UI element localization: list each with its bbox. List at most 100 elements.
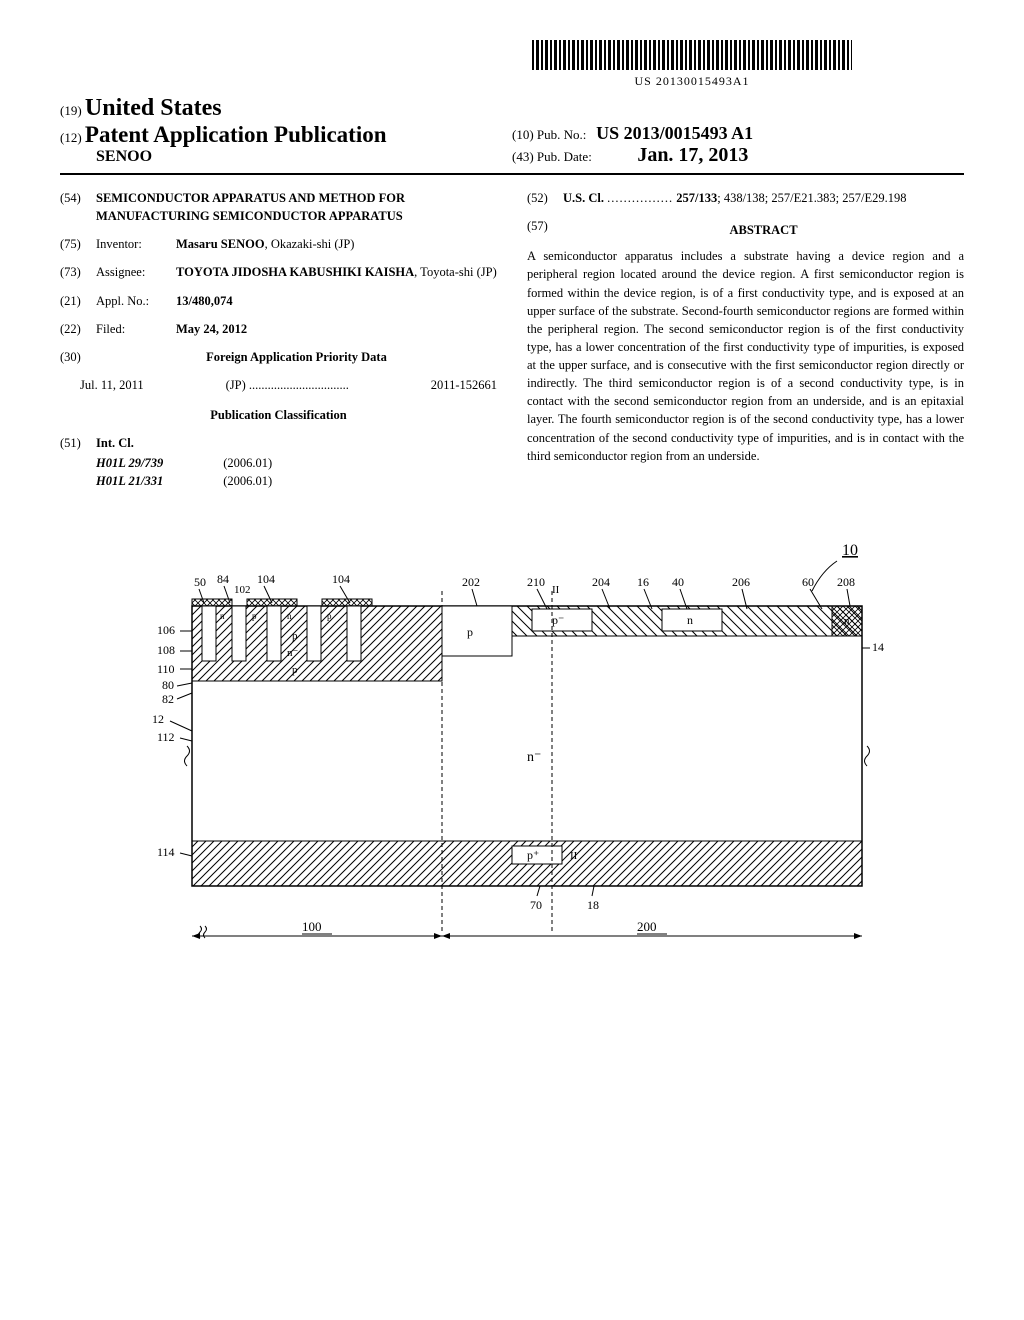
uscl-num: (52) bbox=[527, 189, 563, 207]
pub-type: Patent Application Publication bbox=[85, 122, 387, 147]
applno-num: (21) bbox=[60, 292, 96, 310]
svg-text:p: p bbox=[292, 664, 298, 676]
inventor-row: (75) Inventor: Masaru SENOO, Okazaki-shi… bbox=[60, 235, 497, 253]
assignee-name: TOYOTA JIDOSHA KABUSHIKI KAISHA bbox=[176, 265, 414, 279]
uscl-row: (52) U.S. Cl. ................ 257/133; … bbox=[527, 189, 964, 207]
body-columns: (54) SEMICONDUCTOR APPARATUS AND METHOD … bbox=[60, 189, 964, 491]
intcl-label: Int. Cl. bbox=[96, 434, 497, 452]
fig-label-12: 12 bbox=[152, 712, 164, 726]
intcl-2: H01L 21/331(2006.01) bbox=[60, 472, 497, 490]
fig-label-84: 84 bbox=[217, 572, 229, 586]
svg-text:n: n bbox=[220, 611, 225, 621]
abstract-text: A semiconductor apparatus includes a sub… bbox=[527, 247, 964, 465]
foreign-date: Jul. 11, 2011 bbox=[80, 376, 144, 394]
fig-label-40: 40 bbox=[672, 575, 684, 589]
svg-text:n⁻: n⁻ bbox=[527, 750, 541, 765]
country-num: (19) bbox=[60, 103, 82, 118]
fig-label-114: 114 bbox=[157, 845, 175, 859]
assignee-label: Assignee: bbox=[96, 263, 176, 281]
intcl1-ver: (2006.01) bbox=[223, 456, 272, 470]
pubdate-num: (43) bbox=[512, 149, 534, 164]
applno-row: (21) Appl. No.: 13/480,074 bbox=[60, 292, 497, 310]
foreign-dots: ................................ bbox=[249, 378, 349, 392]
uscl-rest: ; 438/138; 257/E21.383; 257/E29.198 bbox=[717, 191, 906, 205]
fig-label-108: 108 bbox=[157, 643, 175, 657]
title-num: (54) bbox=[60, 189, 96, 225]
intcl-num: (51) bbox=[60, 434, 96, 452]
inventor-loc: , Okazaki-shi (JP) bbox=[265, 237, 355, 251]
filed-val: May 24, 2012 bbox=[176, 320, 497, 338]
fig-label-60: 60 bbox=[802, 575, 814, 589]
assignee-num: (73) bbox=[60, 263, 96, 281]
uscl-label: U.S. Cl. bbox=[563, 191, 604, 205]
country-name: United States bbox=[85, 95, 222, 121]
fig-dim-200: 200 bbox=[637, 919, 657, 934]
left-column: (54) SEMICONDUCTOR APPARATUS AND METHOD … bbox=[60, 189, 497, 491]
header-divider bbox=[60, 173, 964, 175]
svg-text:p: p bbox=[467, 625, 473, 639]
uscl-main: 257/133 bbox=[676, 191, 717, 205]
svg-text:p: p bbox=[252, 611, 257, 621]
filed-num: (22) bbox=[60, 320, 96, 338]
pub-date: Jan. 17, 2013 bbox=[637, 144, 748, 166]
fig-dim-100: 100 bbox=[302, 919, 322, 934]
fig-label-208: 208 bbox=[837, 575, 855, 589]
header-right: (10) Pub. No.: US 2013/0015493 A1 (43) P… bbox=[512, 95, 964, 167]
svg-text:n: n bbox=[687, 613, 693, 627]
fig-label-202: 202 bbox=[462, 575, 480, 589]
pubdate-label: Pub. Date: bbox=[537, 149, 592, 164]
fig-label-II: II bbox=[552, 584, 560, 596]
applno-label: Appl. No.: bbox=[96, 292, 176, 310]
author-name: SENOO bbox=[60, 148, 512, 166]
svg-text:p: p bbox=[327, 611, 332, 621]
foreign-num: (30) bbox=[60, 348, 96, 366]
fig-label-110: 110 bbox=[157, 662, 175, 676]
svg-text:p⁻: p⁻ bbox=[552, 613, 564, 627]
abstract-label: ABSTRACT bbox=[563, 221, 964, 239]
fig-label-14: 14 bbox=[872, 640, 884, 654]
svg-text:n⁻: n⁻ bbox=[287, 647, 299, 659]
assignee-row: (73) Assignee: TOYOTA JIDOSHA KABUSHIKI … bbox=[60, 263, 497, 281]
foreign-data-row: Jul. 11, 2011 (JP) .....................… bbox=[60, 376, 497, 394]
pubclass-label: Publication Classification bbox=[60, 406, 497, 424]
fig-label-106: 106 bbox=[157, 623, 175, 637]
foreign-no: 2011-152661 bbox=[431, 376, 497, 394]
uscl-dots: ................ bbox=[607, 191, 673, 205]
intcl-row: (51) Int. Cl. bbox=[60, 434, 497, 452]
abstract-num: (57) bbox=[527, 217, 563, 247]
fig-label-104b: 104 bbox=[332, 572, 350, 586]
inventor-label: Inventor: bbox=[96, 235, 176, 253]
fig-label-80: 80 bbox=[162, 678, 174, 692]
fig-label-112: 112 bbox=[157, 730, 175, 744]
title-row: (54) SEMICONDUCTOR APPARATUS AND METHOD … bbox=[60, 189, 497, 225]
foreign-label: Foreign Application Priority Data bbox=[96, 348, 497, 366]
applno-val: 13/480,074 bbox=[176, 292, 497, 310]
fig-label-210: 210 bbox=[527, 575, 545, 589]
header: (19) United States (12) Patent Applicati… bbox=[60, 95, 964, 167]
svg-text:p⁺: p⁺ bbox=[527, 848, 539, 862]
foreign-country: (JP) bbox=[226, 378, 246, 392]
fig-label-16: 16 bbox=[637, 575, 649, 589]
barcode bbox=[532, 40, 852, 70]
barcode-number: US 20130015493A1 bbox=[420, 74, 964, 89]
fig-ref-10: 10 bbox=[842, 542, 858, 559]
fig-label-50: 50 bbox=[194, 575, 206, 589]
fig-bottom-II: II bbox=[570, 850, 578, 862]
fig-label-70: 70 bbox=[530, 898, 542, 912]
header-left: (19) United States (12) Patent Applicati… bbox=[60, 95, 512, 166]
right-column: (52) U.S. Cl. ................ 257/133; … bbox=[527, 189, 964, 491]
fig-label-204: 204 bbox=[592, 575, 610, 589]
svg-text:n: n bbox=[287, 611, 292, 621]
intcl1-code: H01L 29/739 bbox=[96, 456, 163, 470]
fig-label-82: 82 bbox=[162, 692, 174, 706]
svg-text:n: n bbox=[844, 615, 850, 627]
inventor-name: Masaru SENOO bbox=[176, 237, 265, 251]
pubno-label: Pub. No.: bbox=[537, 127, 586, 142]
inventor-num: (75) bbox=[60, 235, 96, 253]
pub-no: US 2013/0015493 A1 bbox=[596, 123, 753, 143]
title-text: SEMICONDUCTOR APPARATUS AND METHOD FOR M… bbox=[96, 189, 497, 225]
filed-label: Filed: bbox=[96, 320, 176, 338]
fig-label-18: 18 bbox=[587, 898, 599, 912]
patent-figure: 10 n p n p p n⁻ p p p⁻ n bbox=[132, 531, 892, 951]
fig-label-102: 102 bbox=[234, 584, 251, 596]
